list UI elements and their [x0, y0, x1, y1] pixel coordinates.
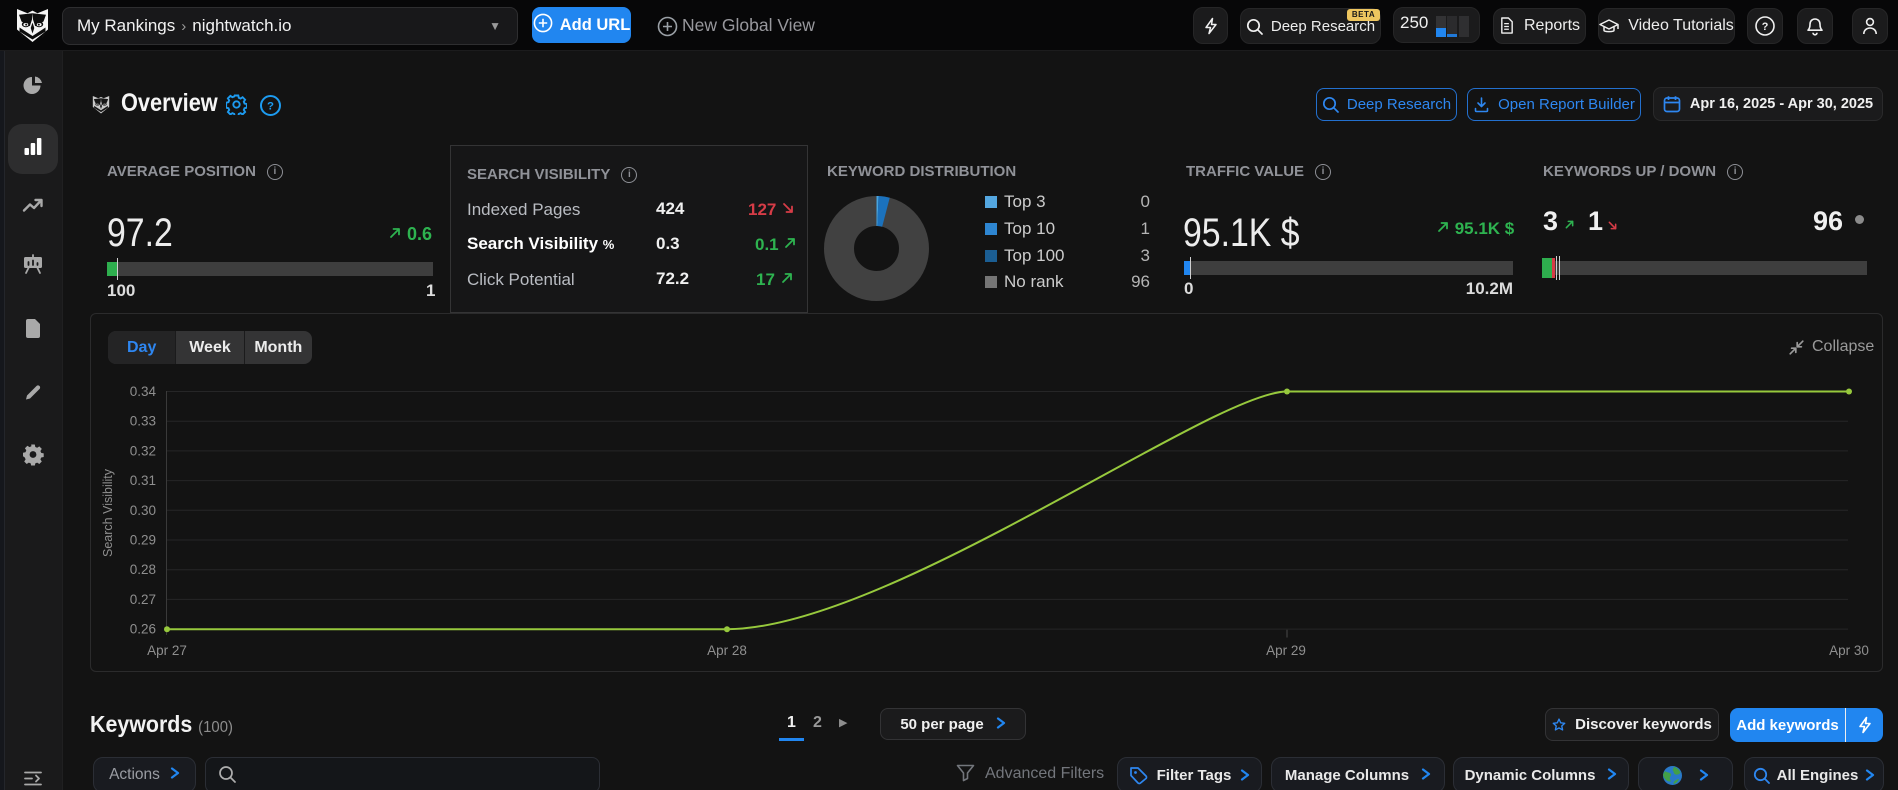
svg-text:0.34: 0.34	[130, 384, 157, 399]
svg-text:Apr 27: Apr 27	[147, 643, 187, 658]
svg-text:Apr 28: Apr 28	[707, 643, 747, 658]
svg-text:Search Visibility: Search Visibility	[101, 468, 115, 557]
svg-text:0.33: 0.33	[130, 414, 156, 429]
svg-text:0.30: 0.30	[130, 503, 156, 518]
svg-text:0.31: 0.31	[130, 473, 156, 488]
svg-text:?: ?	[267, 100, 274, 112]
svg-text:Apr 30: Apr 30	[1829, 643, 1869, 658]
svg-text:Apr 29: Apr 29	[1266, 643, 1306, 658]
svg-text:0.26: 0.26	[130, 622, 156, 637]
svg-text:0.28: 0.28	[130, 562, 156, 577]
svg-text:?: ?	[1762, 21, 1769, 33]
svg-text:0.27: 0.27	[130, 592, 156, 607]
svg-text:0.29: 0.29	[130, 533, 156, 548]
svg-text:0.32: 0.32	[130, 443, 156, 458]
